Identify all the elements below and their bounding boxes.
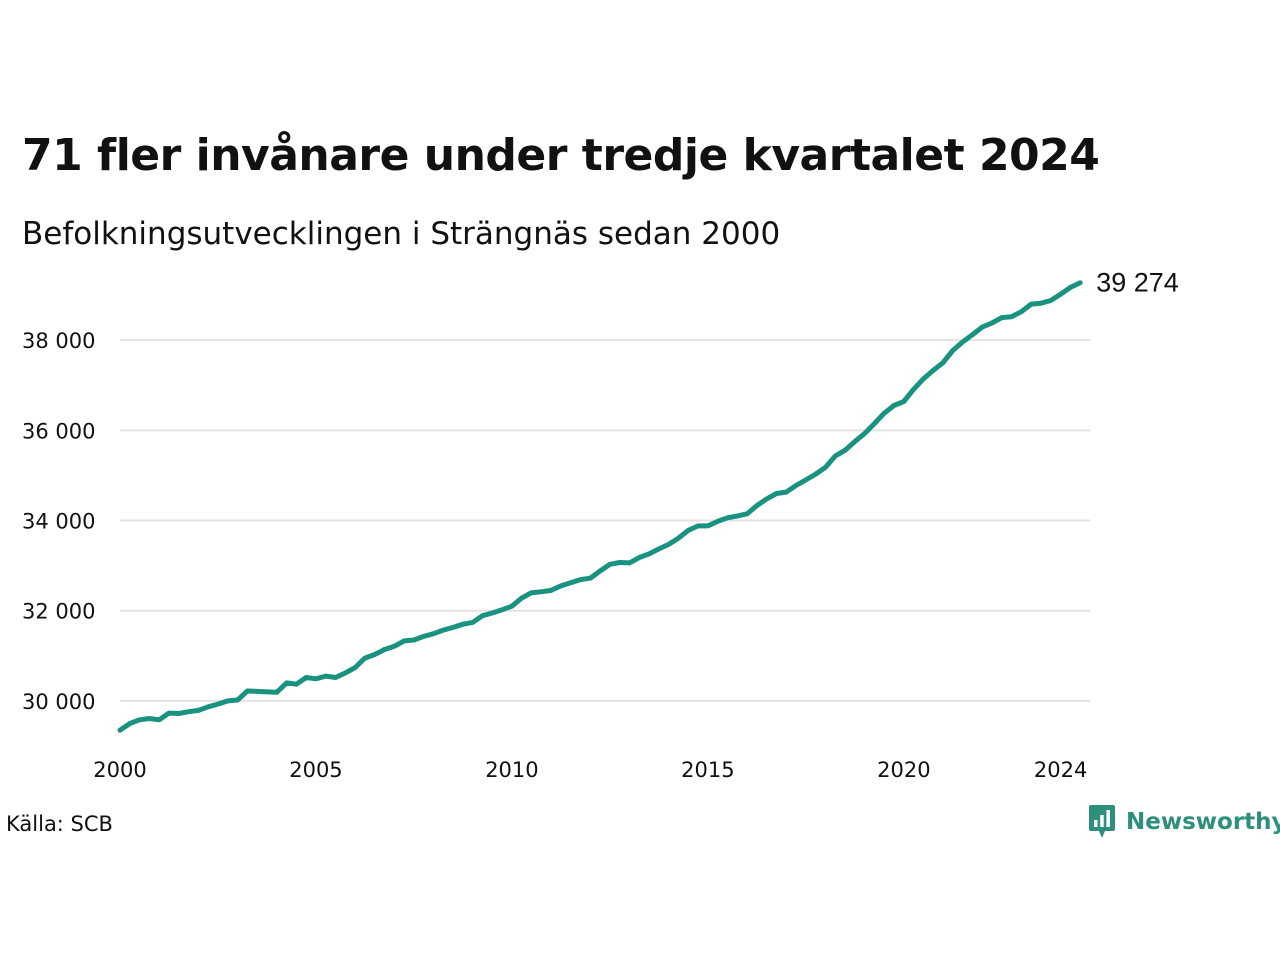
y-tick-label: 36 000 bbox=[22, 419, 95, 443]
newsworthy-logo-icon bbox=[1089, 805, 1115, 838]
last-value-label: 39 274 bbox=[1096, 268, 1179, 298]
x-tick-label: 2005 bbox=[289, 758, 342, 782]
source-note: Källa: SCB bbox=[6, 812, 113, 836]
chart-title: 71 fler invånare under tredje kvartalet … bbox=[22, 130, 1100, 181]
x-tick-label: 2000 bbox=[93, 758, 146, 782]
y-tick-label: 30 000 bbox=[22, 690, 95, 714]
x-tick-label: 2015 bbox=[681, 758, 734, 782]
gridlines bbox=[120, 339, 1090, 702]
x-tick-label: 2020 bbox=[877, 758, 930, 782]
population-series-line bbox=[117, 280, 1083, 733]
chart-subtitle: Befolkningsutvecklingen i Strängnäs seda… bbox=[22, 216, 781, 252]
x-axis-labels: 2000 2005 2010 2015 2020 2024 bbox=[93, 758, 1087, 782]
y-axis-labels: 30 000 32 000 34 000 36 000 38 000 bbox=[22, 329, 95, 714]
x-tick-label: 2024 bbox=[1034, 758, 1087, 782]
brand-logo: Newsworthy bbox=[1088, 804, 1280, 840]
x-tick-label: 2010 bbox=[485, 758, 538, 782]
y-tick-label: 38 000 bbox=[22, 329, 95, 353]
y-tick-label: 32 000 bbox=[22, 600, 95, 624]
brand-name: Newsworthy bbox=[1126, 809, 1280, 835]
y-tick-label: 34 000 bbox=[22, 510, 95, 534]
